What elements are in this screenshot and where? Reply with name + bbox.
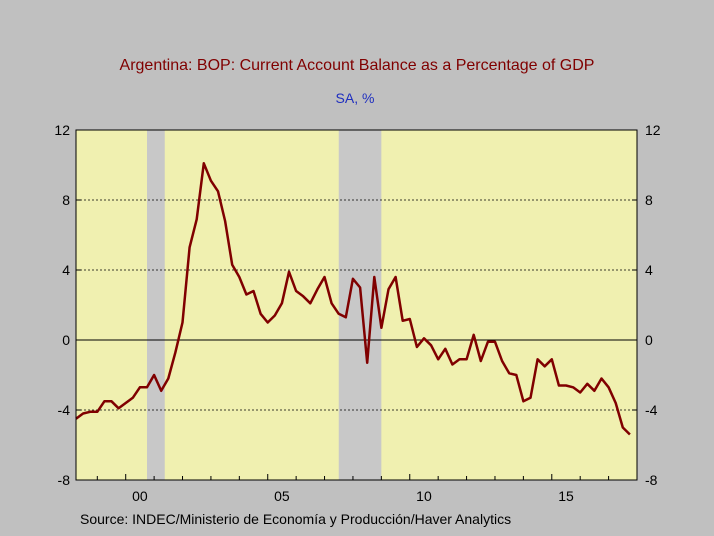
y-tick-label-right-4: 4 — [645, 262, 653, 278]
y-tick-label-right-0: 0 — [645, 332, 653, 348]
x-tick-label-00: 00 — [132, 488, 148, 504]
recession-bands — [147, 130, 382, 480]
y-tick-label-left--4: -4 — [58, 402, 71, 418]
x-axis: 00 05 10 15 — [96, 474, 638, 504]
source-note: Source: INDEC/Ministerio de Economía y P… — [80, 511, 511, 527]
x-tick-label-15: 15 — [558, 488, 574, 504]
y-axis-right: -8 -4 0 4 8 12 — [632, 122, 661, 488]
recession-band-2 — [338, 130, 382, 480]
y-tick-label-left-12: 12 — [54, 122, 70, 138]
series-line-current-account — [75, 162, 631, 436]
x-tick-label-05: 05 — [274, 488, 290, 504]
y-axis-left: -8 -4 0 4 8 12 — [54, 122, 81, 488]
y-tick-label-right-8: 8 — [645, 192, 653, 208]
recession-band-1 — [147, 130, 165, 480]
y-tick-label-right--8: -8 — [645, 472, 658, 488]
y-tick-label-right--4: -4 — [645, 402, 658, 418]
plot-frame — [75, 129, 638, 481]
x-tick-label-10: 10 — [416, 488, 432, 504]
chart-title: Argentina: BOP: Current Account Balance … — [120, 57, 595, 74]
gridlines — [76, 199, 637, 411]
chart-subtitle: SA, % — [336, 90, 375, 106]
y-tick-label-left-8: 8 — [62, 192, 70, 208]
y-tick-label-left-4: 4 — [62, 262, 70, 278]
y-tick-label-left--8: -8 — [58, 472, 71, 488]
y-tick-label-left-0: 0 — [62, 332, 70, 348]
y-tick-label-right-12: 12 — [645, 122, 661, 138]
